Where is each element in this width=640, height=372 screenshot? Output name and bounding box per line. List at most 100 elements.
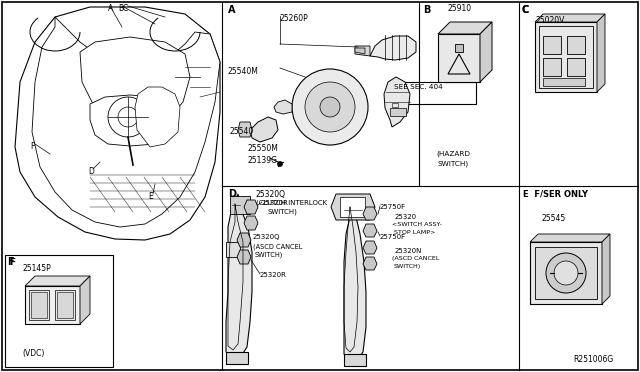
Polygon shape bbox=[363, 207, 377, 220]
Polygon shape bbox=[331, 194, 375, 220]
Polygon shape bbox=[90, 95, 178, 146]
Bar bbox=[5, 255, 113, 367]
Circle shape bbox=[292, 69, 368, 145]
Polygon shape bbox=[602, 234, 610, 304]
Polygon shape bbox=[32, 17, 220, 227]
Polygon shape bbox=[363, 241, 377, 254]
Bar bbox=[230, 196, 250, 214]
Polygon shape bbox=[55, 290, 75, 320]
Polygon shape bbox=[344, 200, 366, 360]
Text: 25750F: 25750F bbox=[380, 204, 406, 210]
Polygon shape bbox=[438, 34, 480, 82]
Text: 25320Q: 25320Q bbox=[253, 234, 280, 240]
Text: D: D bbox=[88, 167, 94, 176]
Polygon shape bbox=[244, 200, 258, 214]
Text: 25910: 25910 bbox=[448, 4, 472, 13]
Polygon shape bbox=[355, 46, 370, 56]
Polygon shape bbox=[535, 22, 597, 92]
Bar bbox=[567, 58, 585, 76]
Polygon shape bbox=[80, 276, 90, 324]
Text: <SWITCH ASSY-: <SWITCH ASSY- bbox=[392, 222, 442, 227]
Text: F: F bbox=[7, 257, 13, 267]
Polygon shape bbox=[226, 352, 248, 364]
Text: F: F bbox=[30, 142, 35, 151]
Polygon shape bbox=[226, 242, 240, 257]
Text: 25020V: 25020V bbox=[536, 16, 565, 25]
Text: 25145P: 25145P bbox=[22, 264, 51, 273]
Text: 25320: 25320 bbox=[395, 214, 417, 220]
Polygon shape bbox=[80, 37, 190, 124]
Text: (ASCD CANCEL: (ASCD CANCEL bbox=[253, 243, 302, 250]
Text: A: A bbox=[228, 5, 236, 15]
Text: 25320N: 25320N bbox=[395, 248, 422, 254]
Text: 25320R: 25320R bbox=[260, 272, 287, 278]
Polygon shape bbox=[363, 224, 377, 237]
Text: SWITCH): SWITCH) bbox=[268, 208, 298, 215]
Polygon shape bbox=[29, 290, 49, 320]
Polygon shape bbox=[15, 7, 220, 240]
Polygon shape bbox=[237, 250, 251, 264]
Bar bbox=[567, 36, 585, 54]
Bar bbox=[392, 103, 398, 107]
Text: 25139G: 25139G bbox=[248, 156, 278, 165]
Polygon shape bbox=[530, 242, 602, 304]
Bar bbox=[340, 197, 365, 217]
Bar bbox=[535, 247, 597, 299]
Text: C: C bbox=[522, 5, 529, 15]
Circle shape bbox=[546, 253, 586, 293]
Polygon shape bbox=[226, 194, 252, 358]
Text: D: D bbox=[228, 189, 236, 199]
Polygon shape bbox=[530, 234, 610, 242]
Polygon shape bbox=[438, 22, 492, 34]
Polygon shape bbox=[25, 286, 80, 324]
Text: B: B bbox=[423, 5, 430, 15]
Text: SWITCH): SWITCH) bbox=[255, 252, 284, 259]
Circle shape bbox=[320, 97, 340, 117]
Polygon shape bbox=[480, 22, 492, 82]
Polygon shape bbox=[135, 87, 180, 147]
Bar bbox=[539, 26, 593, 88]
Polygon shape bbox=[370, 36, 416, 60]
Text: 25540: 25540 bbox=[230, 127, 254, 136]
Text: 25320Q: 25320Q bbox=[256, 190, 286, 199]
Text: R251006G: R251006G bbox=[573, 355, 613, 364]
Polygon shape bbox=[535, 14, 605, 22]
Polygon shape bbox=[25, 276, 90, 286]
Polygon shape bbox=[384, 77, 410, 127]
Text: 25550M: 25550M bbox=[248, 144, 279, 153]
Text: BC: BC bbox=[118, 4, 128, 13]
Text: STOP LAMP>: STOP LAMP> bbox=[394, 230, 435, 235]
Text: E  F/SER ONLY: E F/SER ONLY bbox=[523, 189, 588, 198]
Bar bbox=[543, 58, 561, 76]
Polygon shape bbox=[244, 216, 258, 230]
Text: A: A bbox=[108, 4, 113, 13]
Text: F: F bbox=[9, 258, 15, 267]
Bar bbox=[455, 44, 463, 52]
Circle shape bbox=[305, 82, 355, 132]
Polygon shape bbox=[355, 48, 365, 54]
Bar bbox=[543, 36, 561, 54]
Circle shape bbox=[108, 97, 148, 137]
Text: SEE SEC. 404: SEE SEC. 404 bbox=[394, 84, 443, 90]
Polygon shape bbox=[274, 100, 292, 114]
Text: E: E bbox=[148, 192, 153, 201]
Text: 25320R: 25320R bbox=[262, 200, 289, 206]
Polygon shape bbox=[597, 14, 605, 92]
Polygon shape bbox=[363, 257, 377, 270]
Text: 25260P: 25260P bbox=[280, 14, 308, 23]
Polygon shape bbox=[238, 122, 252, 137]
Polygon shape bbox=[57, 292, 73, 318]
Text: C: C bbox=[522, 5, 529, 15]
Text: (ASCD CANCEL: (ASCD CANCEL bbox=[392, 256, 440, 261]
Polygon shape bbox=[237, 233, 251, 247]
Bar bbox=[390, 108, 406, 116]
Circle shape bbox=[118, 107, 138, 127]
Text: (VDC): (VDC) bbox=[22, 349, 44, 358]
Text: 25540M: 25540M bbox=[228, 67, 259, 76]
Text: 25545: 25545 bbox=[542, 214, 566, 223]
Bar bbox=[388, 82, 476, 104]
Text: SWITCH): SWITCH) bbox=[438, 160, 469, 167]
Circle shape bbox=[278, 161, 282, 167]
Circle shape bbox=[554, 261, 578, 285]
Polygon shape bbox=[31, 292, 47, 318]
